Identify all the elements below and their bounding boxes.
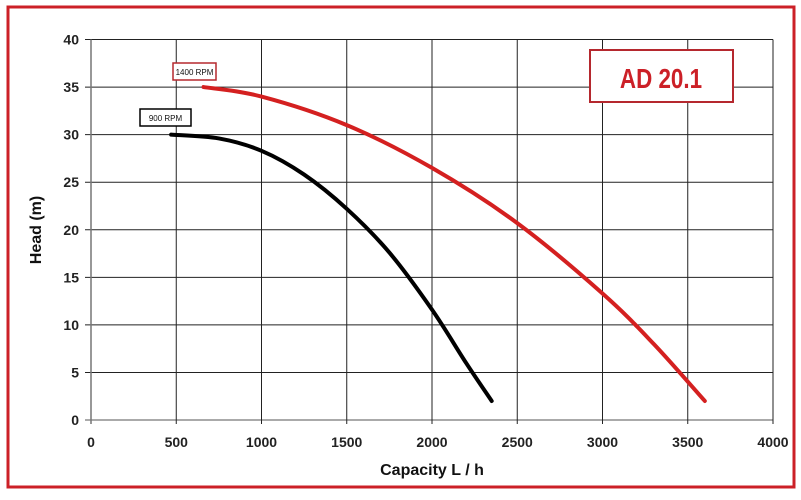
y-axis-label: Head (m) — [28, 196, 45, 264]
series-line-1400-rpm — [201, 85, 707, 403]
y-tick-label: 20 — [63, 222, 79, 238]
x-axis-label: Capacity L / h — [380, 462, 484, 479]
outer-frame — [6, 5, 796, 489]
chart-title: AD 20.1 — [620, 64, 702, 95]
x-tick-label: 1000 — [246, 434, 277, 450]
y-tick-label: 15 — [63, 269, 79, 285]
y-tick-label: 0 — [71, 412, 79, 428]
series-line-900-rpm — [169, 132, 494, 403]
x-tick-label: 3500 — [672, 434, 703, 450]
y-tick-label: 35 — [63, 79, 79, 95]
x-tick-label: 1500 — [331, 434, 362, 450]
y-tick-label: 40 — [63, 32, 79, 48]
x-tick-label: 2000 — [416, 434, 447, 450]
y-tick-label: 25 — [63, 174, 79, 190]
y-tick-label: 10 — [63, 317, 79, 333]
title-box — [589, 49, 734, 103]
y-tick-label: 5 — [71, 364, 79, 380]
series-label: 900 RPM — [149, 114, 183, 123]
series-label-box — [139, 108, 192, 127]
x-tick-label: 500 — [165, 434, 189, 450]
x-tick-label: 2500 — [502, 434, 533, 450]
series-label: 1400 RPM — [176, 68, 214, 77]
x-tick-label: 4000 — [757, 434, 788, 450]
y-tick-label: 30 — [63, 127, 79, 143]
x-tick-label: 3000 — [587, 434, 618, 450]
x-tick-label: 0 — [87, 434, 95, 450]
series-label-box — [172, 62, 217, 81]
